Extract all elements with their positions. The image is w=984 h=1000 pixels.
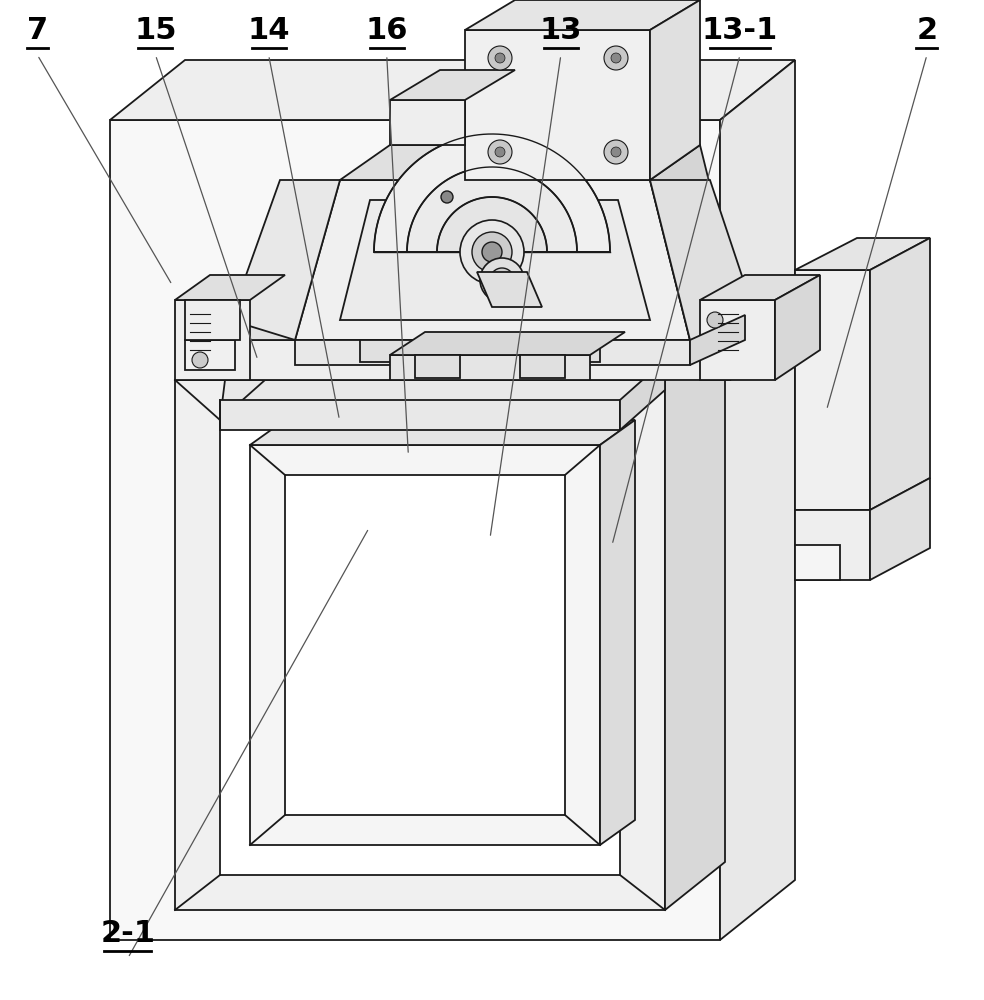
Polygon shape [407, 167, 577, 252]
Text: 16: 16 [365, 16, 408, 45]
Polygon shape [477, 272, 542, 307]
Polygon shape [220, 400, 620, 430]
Polygon shape [185, 300, 240, 340]
Polygon shape [230, 180, 340, 340]
Polygon shape [220, 300, 795, 340]
Polygon shape [185, 340, 235, 370]
Polygon shape [870, 478, 930, 580]
Polygon shape [340, 200, 650, 320]
Polygon shape [665, 332, 725, 910]
Circle shape [611, 147, 621, 157]
Polygon shape [650, 180, 760, 340]
Text: 15: 15 [134, 16, 177, 45]
Circle shape [604, 46, 628, 70]
Polygon shape [175, 380, 665, 910]
Polygon shape [600, 420, 635, 845]
Polygon shape [620, 360, 665, 430]
Polygon shape [390, 100, 465, 145]
Circle shape [495, 53, 505, 63]
Polygon shape [730, 300, 795, 380]
Circle shape [604, 140, 628, 164]
Polygon shape [415, 355, 460, 378]
Polygon shape [295, 180, 690, 340]
Circle shape [488, 140, 512, 164]
Circle shape [707, 312, 723, 328]
Polygon shape [700, 300, 775, 380]
Polygon shape [720, 60, 795, 940]
Circle shape [495, 147, 505, 157]
Circle shape [441, 191, 453, 203]
Circle shape [480, 258, 524, 302]
Polygon shape [220, 340, 730, 380]
Polygon shape [437, 197, 547, 252]
Polygon shape [775, 275, 820, 380]
Polygon shape [250, 445, 600, 845]
Text: 2-1: 2-1 [100, 919, 155, 948]
Polygon shape [110, 120, 720, 940]
Circle shape [472, 232, 512, 272]
Polygon shape [285, 475, 565, 815]
Circle shape [611, 53, 621, 63]
Polygon shape [175, 332, 725, 380]
Polygon shape [540, 340, 600, 362]
Polygon shape [795, 270, 870, 510]
Polygon shape [465, 0, 700, 30]
Polygon shape [650, 145, 740, 340]
Polygon shape [700, 275, 820, 300]
Polygon shape [374, 134, 610, 252]
Polygon shape [360, 340, 420, 362]
Text: 14: 14 [247, 16, 290, 45]
Polygon shape [250, 420, 635, 445]
Polygon shape [690, 315, 745, 365]
Circle shape [192, 312, 208, 328]
Polygon shape [295, 340, 690, 365]
Polygon shape [870, 238, 930, 510]
Text: 2: 2 [916, 16, 938, 45]
Polygon shape [220, 380, 665, 420]
Circle shape [192, 352, 208, 368]
Circle shape [460, 220, 524, 284]
Text: 13-1: 13-1 [702, 16, 778, 45]
Polygon shape [650, 0, 700, 180]
Polygon shape [795, 545, 840, 580]
Circle shape [482, 242, 502, 262]
Polygon shape [390, 355, 590, 380]
Polygon shape [110, 60, 795, 120]
Text: 7: 7 [27, 16, 48, 45]
Polygon shape [175, 275, 285, 300]
Polygon shape [795, 238, 930, 270]
Circle shape [488, 46, 512, 70]
Polygon shape [390, 70, 515, 100]
Polygon shape [465, 30, 650, 180]
Polygon shape [795, 510, 870, 580]
Polygon shape [340, 145, 700, 180]
Polygon shape [220, 420, 620, 875]
Circle shape [490, 268, 514, 292]
Polygon shape [390, 332, 625, 355]
Polygon shape [175, 300, 250, 380]
Polygon shape [520, 355, 565, 378]
Text: 13: 13 [539, 16, 583, 45]
